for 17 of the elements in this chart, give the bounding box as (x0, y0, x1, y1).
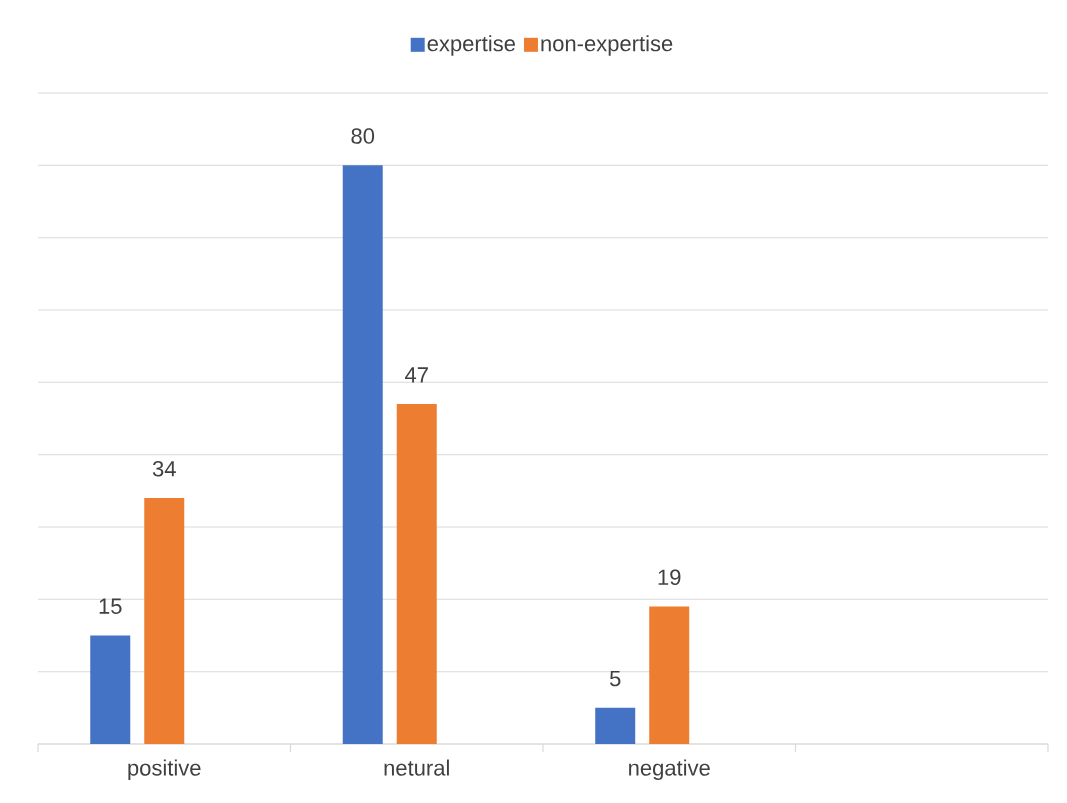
data-label: 80 (351, 128, 375, 144)
legend-label: expertise (427, 35, 515, 56)
x-tick-label: netural (384, 759, 449, 776)
x-tick-label: negative (629, 759, 710, 781)
data-label: 34 (152, 460, 176, 477)
data-label: 47 (405, 367, 428, 383)
x-tick-label: positive (128, 759, 201, 781)
bar (90, 635, 131, 744)
bar (595, 707, 636, 744)
legend-label: non-expertise (541, 35, 673, 56)
bar (396, 404, 437, 744)
bar (342, 165, 383, 744)
data-label: 15 (99, 598, 122, 614)
bar (649, 606, 690, 744)
bar (144, 498, 185, 744)
data-label: 5 (609, 670, 621, 687)
data-label: 19 (658, 569, 681, 586)
